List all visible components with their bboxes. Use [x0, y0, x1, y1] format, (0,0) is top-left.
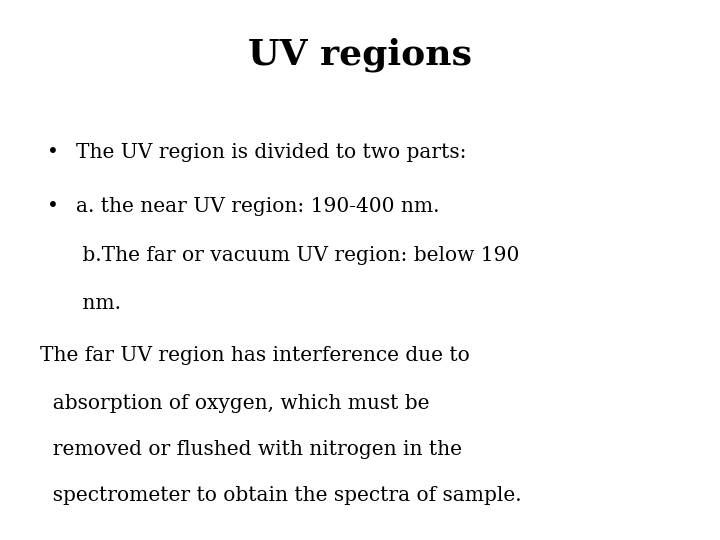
Text: nm.: nm. — [76, 294, 121, 313]
Text: a. the near UV region: 190-400 nm.: a. the near UV region: 190-400 nm. — [76, 197, 439, 216]
Text: The UV region is divided to two parts:: The UV region is divided to two parts: — [76, 143, 466, 162]
Text: The far UV region has interference due to: The far UV region has interference due t… — [40, 346, 469, 365]
Text: •: • — [47, 197, 58, 216]
Text: removed or flushed with nitrogen in the: removed or flushed with nitrogen in the — [40, 440, 462, 459]
Text: •: • — [47, 143, 58, 162]
Text: UV regions: UV regions — [248, 38, 472, 72]
Text: spectrometer to obtain the spectra of sample.: spectrometer to obtain the spectra of sa… — [40, 486, 521, 505]
Text: b.The far or vacuum UV region: below 190: b.The far or vacuum UV region: below 190 — [76, 246, 519, 265]
Text: absorption of oxygen, which must be: absorption of oxygen, which must be — [40, 394, 429, 413]
